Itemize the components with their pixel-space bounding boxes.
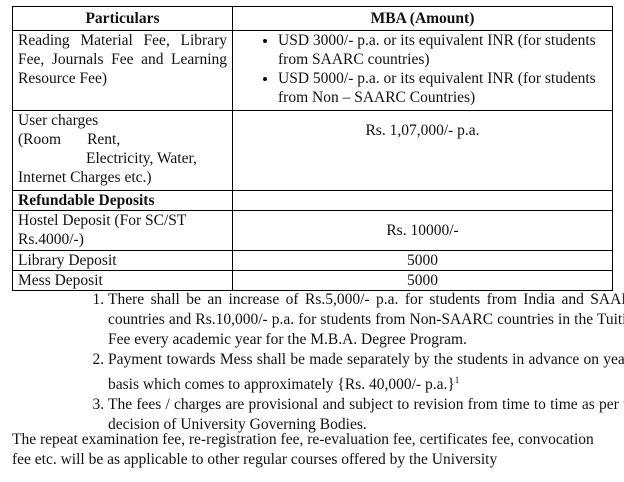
user-charges-amount: Rs. 1,07,000/- p.a. bbox=[232, 110, 613, 191]
table-row: Mess Deposit 5000 bbox=[12, 270, 613, 291]
footer-paragraph: The repeat examination fee, re-registrat… bbox=[12, 431, 594, 468]
library-deposit-amount: 5000 bbox=[232, 250, 613, 271]
header-particulars: Particulars bbox=[12, 6, 233, 31]
hostel-deposit-amount: Rs. 10000/- bbox=[232, 210, 613, 251]
note-text: Payment towards Mess shall be made separ… bbox=[108, 351, 624, 394]
notes-list: There shall be an increase of Rs.5,000/-… bbox=[80, 290, 624, 435]
library-deposit-label: Library Deposit bbox=[12, 250, 233, 271]
list-item: USD 5000/- p.a. or its equivalent INR (f… bbox=[278, 69, 607, 107]
refundable-deposits-heading: Refundable Deposits bbox=[12, 190, 233, 211]
mess-deposit-label: Mess Deposit bbox=[12, 270, 233, 291]
note-item: Payment towards Mess shall be made separ… bbox=[108, 350, 624, 395]
hostel-deposit-label: Hostel Deposit (For SC/ST Rs.4000/-) bbox=[12, 210, 233, 251]
reading-fee-list: USD 3000/- p.a. or its equivalent INR (f… bbox=[238, 31, 607, 107]
note-item: There shall be an increase of Rs.5,000/-… bbox=[108, 290, 624, 350]
table-row: Refundable Deposits bbox=[12, 190, 613, 211]
user-charges-label: User charges (Room Rent, Electricity, Water… bbox=[12, 110, 233, 191]
text: (Room bbox=[18, 131, 62, 148]
text: Rent, bbox=[87, 131, 121, 148]
header-mba-amount: MBA (Amount) bbox=[232, 6, 613, 31]
footnote-marker: 1 bbox=[454, 375, 460, 385]
list-item: USD 3000/- p.a. or its equivalent INR (f… bbox=[278, 31, 607, 69]
reading-fee-label: Reading Material Fee, Library Fee, Journ… bbox=[12, 30, 233, 111]
text: User charges bbox=[18, 112, 99, 129]
table-row: Hostel Deposit (For SC/ST Rs.4000/-) Rs. … bbox=[12, 210, 613, 251]
text: Internet Charges etc.) bbox=[18, 169, 152, 186]
table-row: Library Deposit 5000 bbox=[12, 250, 613, 271]
mess-deposit-amount: 5000 bbox=[232, 270, 613, 291]
note-item: The fees / charges are provisional and s… bbox=[108, 395, 624, 435]
fee-table: Particulars MBA (Amount) Reading Material… bbox=[12, 6, 613, 291]
table-row: Reading Material Fee, Library Fee, Journ… bbox=[12, 30, 613, 111]
text: Electricity, Water, bbox=[86, 150, 197, 167]
table-row: User charges (Room Rent, Electricity, Water… bbox=[12, 110, 613, 191]
